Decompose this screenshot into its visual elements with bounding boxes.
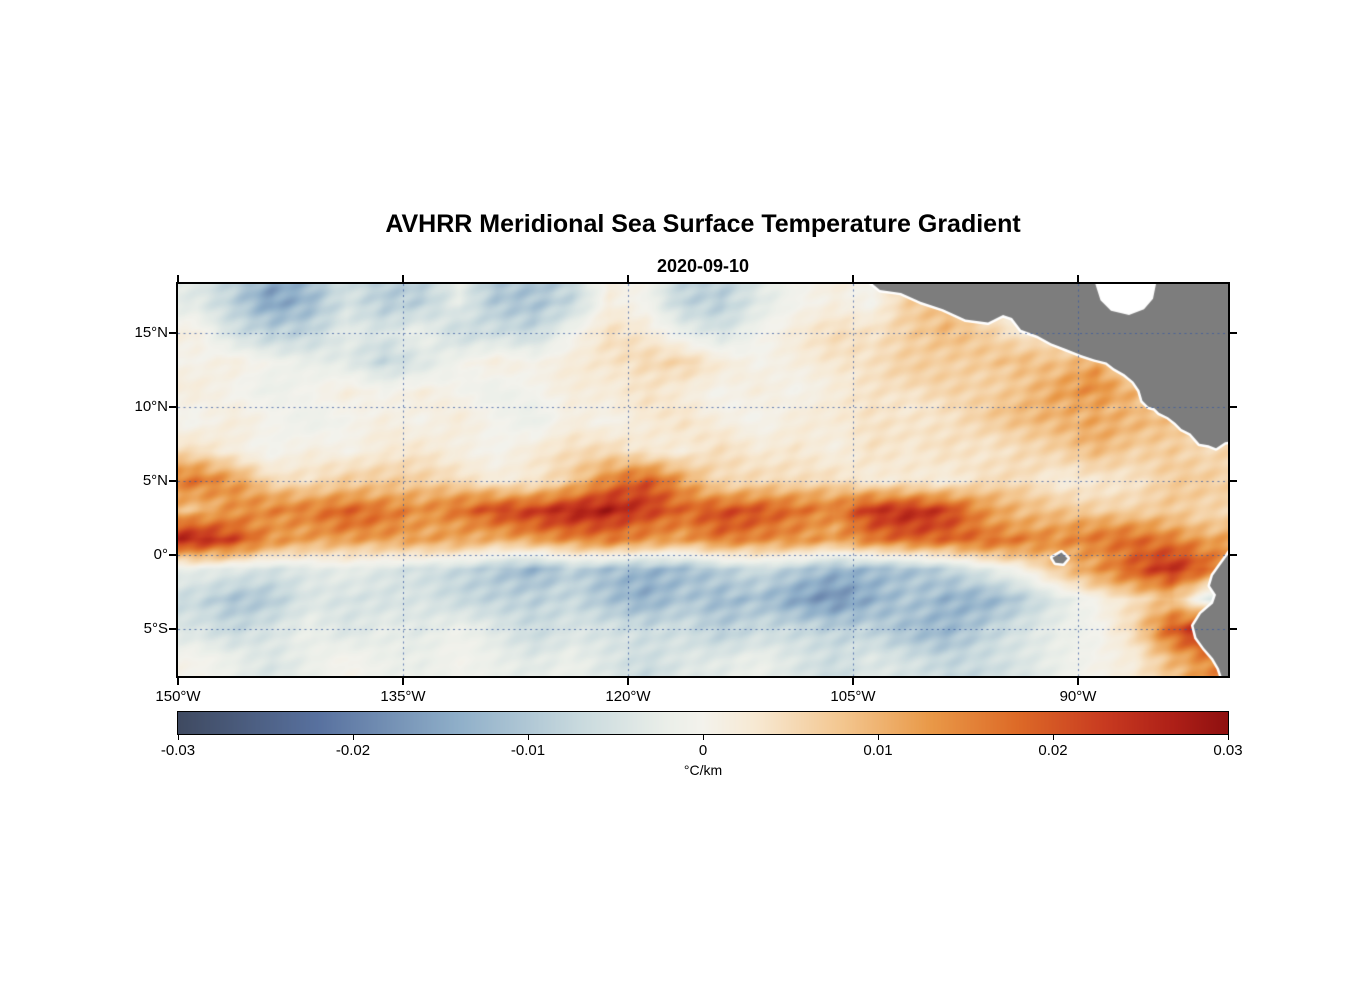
y-tick-mark-right <box>1230 553 1237 556</box>
x-tick-mark-top <box>1077 275 1079 282</box>
colorbar-tick-mark <box>352 735 354 740</box>
x-tick-label: 135°W <box>380 688 426 705</box>
y-tick-label: 5°S <box>143 619 168 637</box>
x-tick-mark <box>177 678 179 685</box>
y-tick-mark-right <box>1230 405 1237 408</box>
colorbar-tick-label: 0.02 <box>1038 742 1068 759</box>
colorbar-tick-mark <box>1052 735 1054 740</box>
y-tick-label: 15°N <box>134 323 168 341</box>
x-tick-mark <box>1077 678 1079 685</box>
x-tick-mark-top <box>177 275 179 282</box>
y-tick-label: 0° <box>153 545 168 563</box>
x-tick-mark <box>852 678 854 685</box>
colorbar-tick-mark <box>1227 735 1229 740</box>
y-tick-mark <box>169 627 176 630</box>
colorbar-tick-label: -0.02 <box>335 742 371 759</box>
colorbar-tick-mark <box>527 735 529 740</box>
x-tick-mark-top <box>627 275 629 282</box>
colorbar-unit-label: °C/km <box>683 762 723 778</box>
colorbar-canvas <box>178 712 1228 734</box>
x-tick-label: 150°W <box>155 688 201 705</box>
x-tick-label: 90°W <box>1059 688 1097 705</box>
y-tick-mark <box>169 479 176 482</box>
colorbar-tick-mark <box>877 735 879 740</box>
colorbar-tick-mark <box>702 735 704 740</box>
map-plot-frame <box>176 282 1230 678</box>
y-tick-mark <box>169 405 176 408</box>
colorbar-tick-label: 0.01 <box>863 742 893 759</box>
figure-title: AVHRR Meridional Sea Surface Temperature… <box>385 210 1021 238</box>
colorbar-tick-label: 0.03 <box>1213 742 1243 759</box>
y-tick-label: 5°N <box>142 471 168 489</box>
x-tick-label: 120°W <box>605 688 651 705</box>
y-tick-label: 10°N <box>134 397 168 415</box>
x-tick-label: 105°W <box>830 688 876 705</box>
colorbar-tick-label: -0.03 <box>160 742 196 759</box>
x-tick-mark-top <box>852 275 854 282</box>
y-tick-mark <box>169 553 176 556</box>
colorbar-tick-label: 0 <box>698 742 708 759</box>
y-tick-mark-right <box>1230 479 1237 482</box>
y-tick-mark <box>169 331 176 334</box>
colorbar-frame <box>177 711 1229 735</box>
x-tick-mark-top <box>402 275 404 282</box>
x-tick-mark <box>402 678 404 685</box>
y-tick-mark-right <box>1230 331 1237 334</box>
x-tick-mark <box>627 678 629 685</box>
figure-subtitle: 2020-09-10 <box>656 256 750 276</box>
colorbar-tick-mark <box>177 735 179 740</box>
y-tick-mark-right <box>1230 627 1237 630</box>
sst-gradient-map-canvas <box>178 284 1228 676</box>
colorbar-tick-label: -0.01 <box>510 742 546 759</box>
